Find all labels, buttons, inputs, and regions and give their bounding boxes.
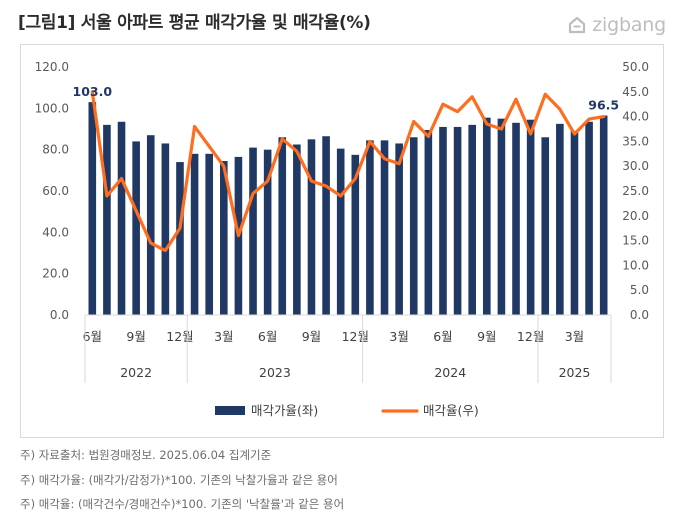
footnote-sale-price-ratio: 주) 매각가율: (매각가/감정가)*100. 기존의 낙찰가율과 같은 용어 xyxy=(20,472,338,487)
x-month-label: 12월 xyxy=(517,329,544,344)
y-right-tick-label: 50.0 xyxy=(622,60,649,74)
y-right-tick-label: 45.0 xyxy=(622,85,649,99)
data-label: 103.0 xyxy=(73,84,113,99)
y-right-tick-label: 0.0 xyxy=(630,308,649,322)
bar-mark xyxy=(322,136,330,315)
x-year-label: 2025 xyxy=(559,365,591,380)
bar-mark xyxy=(366,140,374,315)
x-year-label: 2024 xyxy=(434,365,466,380)
y-right-tick-label: 35.0 xyxy=(622,134,649,148)
bar-mark xyxy=(176,162,184,315)
bar-mark xyxy=(395,143,403,315)
y-left-tick-label: 20.0 xyxy=(42,267,69,281)
x-month-label: 6월 xyxy=(433,329,452,344)
y-right-tick-label: 30.0 xyxy=(622,159,649,173)
y-left-tick-label: 100.0 xyxy=(35,101,69,115)
legend-label-line: 매각율(우) xyxy=(423,403,479,418)
bar-mark xyxy=(336,148,345,315)
x-month-label: 12월 xyxy=(166,329,193,344)
bar-mark xyxy=(205,153,213,315)
bar-mark xyxy=(497,118,506,316)
x-month-label: 3월 xyxy=(565,329,584,344)
y-right-tick-label: 40.0 xyxy=(622,110,649,124)
axes: 0.0 20.0 40.0 60.0 80.0 100.0 120.0 0.0 5.0 10.0 1… xyxy=(35,60,649,383)
bar-mark xyxy=(307,139,316,315)
bar-mark xyxy=(599,115,608,315)
bar-mark xyxy=(132,141,140,315)
x-month-label: 9월 xyxy=(126,329,145,344)
bar-mark xyxy=(161,143,170,315)
bar-mark xyxy=(190,153,199,315)
bar-mark xyxy=(556,123,564,315)
line-series xyxy=(90,90,606,253)
x-month-label: 3월 xyxy=(214,329,233,344)
bar-mark xyxy=(351,154,360,315)
data-labels: 103.0 96.5 xyxy=(73,84,620,112)
bar-mark xyxy=(570,131,579,315)
bar-mark xyxy=(585,121,593,316)
bar-mark xyxy=(439,126,447,315)
bar-mark xyxy=(526,119,535,315)
legend: 매각가율(좌) 매각율(우) xyxy=(215,403,479,418)
y-left-tick-label: 0.0 xyxy=(50,308,69,322)
bar-mark xyxy=(220,161,228,315)
legend-swatch-bar xyxy=(215,406,245,415)
footnote-source: 주) 자료출처: 법원경매정보. 2025.06.04 집계기준 xyxy=(20,448,272,462)
chart-title: [그림1] 서울 아파트 평균 매각가율 및 매각율(%) xyxy=(18,13,371,33)
zigbang-house-icon xyxy=(569,16,586,34)
x-month-label: 6월 xyxy=(83,329,102,344)
x-month-label: 9월 xyxy=(302,329,321,344)
y-right-tick-label: 10.0 xyxy=(622,258,649,272)
bar-mark xyxy=(249,147,257,315)
bar-mark xyxy=(468,124,476,315)
brand-logo: zigbang xyxy=(567,14,666,36)
bar-mark xyxy=(409,137,418,315)
bar-mark xyxy=(117,121,126,316)
bar-mark xyxy=(88,102,97,315)
x-year-label: 2022 xyxy=(120,365,152,380)
bar-mark xyxy=(103,124,111,315)
bar-mark xyxy=(293,144,301,315)
x-month-label: 3월 xyxy=(389,329,408,344)
bar-series xyxy=(88,102,608,316)
bar-mark xyxy=(453,126,462,315)
legend-label-bar: 매각가율(좌) xyxy=(251,403,318,418)
y-left-tick-label: 120.0 xyxy=(35,60,69,74)
data-label: 96.5 xyxy=(588,98,619,113)
chart-svg: 0.0 20.0 40.0 60.0 80.0 100.0 120.0 0.0 5.0 10.0 1… xyxy=(35,60,649,418)
y-right-tick-label: 5.0 xyxy=(630,283,649,297)
chart-container: 0.0 20.0 40.0 60.0 80.0 100.0 120.0 0.0 5.0 10.0 1… xyxy=(20,44,664,438)
y-left-tick-label: 40.0 xyxy=(42,225,69,239)
bar-mark xyxy=(483,117,491,315)
bar-mark xyxy=(424,130,433,315)
line-series-path xyxy=(90,90,606,253)
footnotes: 주) 자료출처: 법원경매정보. 2025.06.04 집계기준 주) 매각가율… xyxy=(20,443,344,517)
y-left-tick-label: 60.0 xyxy=(42,184,69,198)
logo-text: zigbang xyxy=(592,14,666,36)
y-right-tick-label: 15.0 xyxy=(622,234,649,248)
bar-mark xyxy=(263,149,272,315)
x-month-label: 6월 xyxy=(258,329,277,344)
bar-mark xyxy=(146,135,155,315)
bar-mark xyxy=(278,137,287,315)
y-right-tick-label: 20.0 xyxy=(622,209,649,223)
x-month-label: 9월 xyxy=(477,329,496,344)
y-left-tick-label: 80.0 xyxy=(42,143,69,157)
footnote-sale-rate: 주) 매각율: (매각건수/경매건수)*100. 기존의 '낙찰률'과 같은 용… xyxy=(20,497,345,511)
bar-mark xyxy=(380,140,389,315)
y-right-tick-label: 25.0 xyxy=(622,184,649,198)
x-month-label: 12월 xyxy=(342,329,369,344)
x-year-label: 2023 xyxy=(259,365,291,380)
bar-mark xyxy=(512,122,520,315)
bar-mark xyxy=(541,137,550,315)
